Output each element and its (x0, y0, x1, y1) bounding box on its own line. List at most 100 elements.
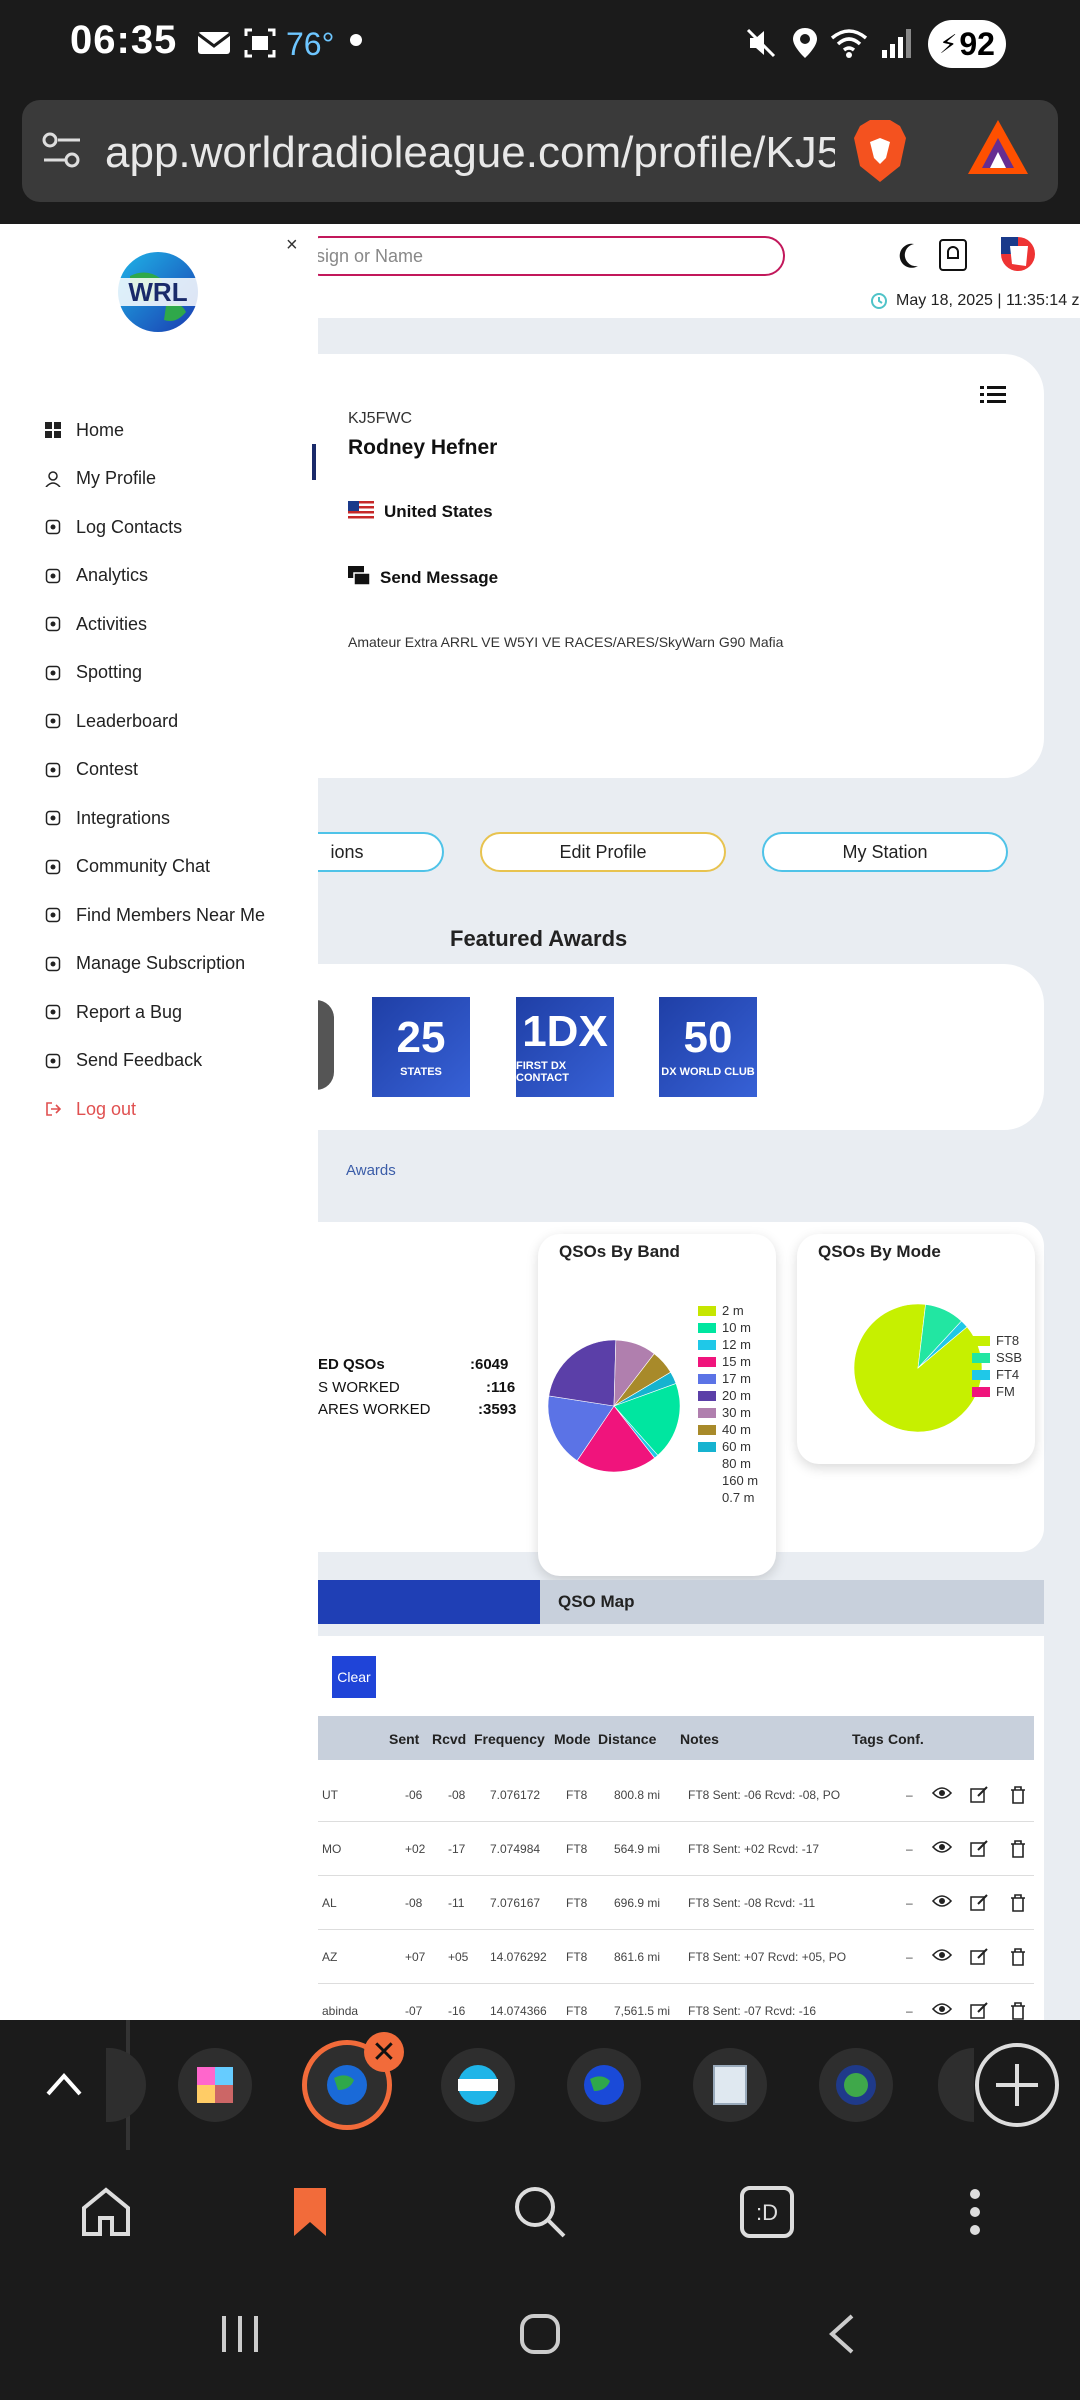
legend-entry[interactable]: 60 m (698, 1438, 776, 1455)
delete-icon[interactable] (1010, 2002, 1026, 2020)
my-station-button[interactable]: My Station (762, 832, 1008, 872)
sidebar-item-my-profile[interactable]: My Profile (44, 459, 156, 499)
edit-icon[interactable] (970, 1840, 988, 1863)
edit-icon[interactable] (970, 1948, 988, 1971)
award-badge-partial[interactable] (316, 1000, 334, 1090)
pie-slice-15-m[interactable] (576, 1405, 656, 1472)
legend-entry[interactable]: FT8 (972, 1332, 1036, 1349)
tray-tab[interactable] (693, 2048, 767, 2122)
dark-mode-icon[interactable] (898, 242, 922, 270)
sidebar-item-send-feedback[interactable]: Send Feedback (44, 1041, 202, 1081)
col-header[interactable]: Distance (598, 1731, 657, 1747)
tray-tab[interactable] (567, 2048, 641, 2122)
table-row[interactable] (318, 1984, 1034, 2020)
legend-entry[interactable]: FT4 (972, 1366, 1036, 1383)
legend-entry[interactable]: 80 m (698, 1455, 776, 1472)
notification-bell-icon[interactable] (938, 238, 968, 272)
tray-tab[interactable] (819, 2048, 893, 2122)
sidebar-item-contest[interactable]: Contest (44, 750, 138, 790)
legend-entry[interactable]: 40 m (698, 1421, 776, 1438)
delete-icon[interactable] (1010, 1894, 1026, 1917)
col-header[interactable]: Conf. (888, 1731, 924, 1747)
col-header[interactable]: Sent (389, 1731, 420, 1747)
table-row[interactable] (318, 1876, 1034, 1930)
pie-slice-17-m[interactable] (548, 1395, 615, 1462)
legend-entry[interactable]: 30 m (698, 1404, 776, 1421)
back-icon[interactable] (824, 2312, 860, 2356)
brave-lion-icon[interactable] (852, 118, 908, 184)
legend-entry[interactable]: 15 m (698, 1353, 776, 1370)
edit-profile-button[interactable]: Edit Profile (480, 832, 726, 872)
col-header[interactable]: Rcvd (432, 1731, 467, 1747)
bookmark-icon[interactable] (290, 2186, 330, 2238)
legend-entry[interactable]: FM (972, 1383, 1036, 1400)
sidebar-item-analytics[interactable]: Analytics (44, 556, 148, 596)
sidebar-item-find-members-near-me[interactable]: Find Members Near Me (44, 895, 265, 935)
view-icon[interactable] (931, 1786, 953, 1805)
pie-slice-20-m[interactable] (548, 1340, 617, 1407)
tray-tab[interactable] (178, 2048, 252, 2122)
legend-entry[interactable]: 20 m (698, 1387, 776, 1404)
avatar[interactable] (1000, 236, 1036, 272)
col-header[interactable]: Notes (680, 1731, 719, 1747)
col-header[interactable]: Mode (554, 1731, 591, 1747)
tab-active[interactable] (318, 1580, 540, 1624)
award-badge[interactable]: 50 DX WORLD CLUB (659, 997, 757, 1097)
sidebar-item-integrations[interactable]: Integrations (44, 798, 170, 838)
search-icon[interactable] (512, 2184, 568, 2240)
callsign-search-input[interactable]: sign or Name (300, 236, 785, 276)
edit-icon[interactable] (970, 2002, 988, 2020)
delete-icon[interactable] (1010, 1786, 1026, 1809)
list-menu-icon[interactable] (980, 384, 1006, 406)
sidebar-item-community-chat[interactable]: Community Chat (44, 847, 210, 887)
col-header[interactable]: Frequency (474, 1731, 545, 1747)
send-message-link[interactable]: Send Message (380, 568, 499, 587)
sidebar-item-log-out[interactable]: Log out (44, 1089, 136, 1129)
sidebar-item-home[interactable]: Home (44, 410, 124, 450)
tray-tab[interactable] (441, 2048, 515, 2122)
edit-icon[interactable] (970, 1786, 988, 1809)
recents-icon[interactable] (218, 2312, 262, 2356)
sidebar-item-spotting[interactable]: Spotting (44, 653, 142, 693)
chevron-up-icon[interactable] (44, 2066, 84, 2102)
pie-slice-FT4[interactable] (917, 1320, 968, 1369)
legend-entry[interactable]: 12 m (698, 1336, 776, 1353)
wrl-logo[interactable]: WRL (116, 250, 200, 334)
delete-icon[interactable] (1010, 1840, 1026, 1863)
view-icon[interactable] (931, 1840, 953, 1859)
home-circle-icon[interactable] (518, 2312, 562, 2356)
award-badge[interactable]: 25 STATES (372, 997, 470, 1097)
pie-slice-10-m[interactable] (613, 1383, 680, 1456)
view-icon[interactable] (931, 1894, 953, 1913)
sidebar-item-activities[interactable]: Activities (44, 604, 147, 644)
home-icon[interactable] (80, 2186, 132, 2238)
url-text[interactable]: app.worldradioleague.com/profile/KJ5 (105, 128, 835, 177)
delete-icon[interactable] (1010, 1948, 1026, 1971)
sidebar-item-log-contacts[interactable]: Log Contacts (44, 507, 182, 547)
award-badge[interactable]: 1DX FIRST DX CONTACT (516, 997, 614, 1097)
view-icon[interactable] (931, 2002, 953, 2020)
bat-triangle-icon[interactable] (966, 118, 1030, 178)
more-icon[interactable] (968, 2186, 982, 2238)
awards-link[interactable]: Awards (346, 1162, 396, 1179)
sidebar-item-leaderboard[interactable]: Leaderboard (44, 701, 178, 741)
legend-entry[interactable]: 2 m (698, 1302, 776, 1319)
legend-entry[interactable]: 17 m (698, 1370, 776, 1387)
site-settings-icon[interactable] (40, 128, 84, 172)
view-icon[interactable] (931, 1948, 953, 1967)
edit-icon[interactable] (970, 1894, 988, 1917)
legend-entry[interactable]: 0.7 m (698, 1489, 776, 1506)
new-tab-icon[interactable] (974, 2042, 1060, 2128)
table-row[interactable] (318, 1930, 1034, 1984)
wallet-icon[interactable]: :D (740, 2186, 794, 2238)
close-sidebar-icon[interactable]: × (286, 234, 298, 256)
sidebar-item-manage-subscription[interactable]: Manage Subscription (44, 944, 245, 984)
legend-entry[interactable]: 10 m (698, 1319, 776, 1336)
clear-button[interactable]: Clear (332, 1656, 376, 1698)
pie-slice-60-m[interactable] (613, 1371, 677, 1407)
legend-entry[interactable]: SSB (972, 1349, 1036, 1366)
table-row[interactable] (318, 1768, 1034, 1822)
table-row[interactable] (318, 1822, 1034, 1876)
tab-qso-map[interactable]: QSO Map (558, 1592, 635, 1611)
legend-entry[interactable]: 160 m (698, 1472, 776, 1489)
